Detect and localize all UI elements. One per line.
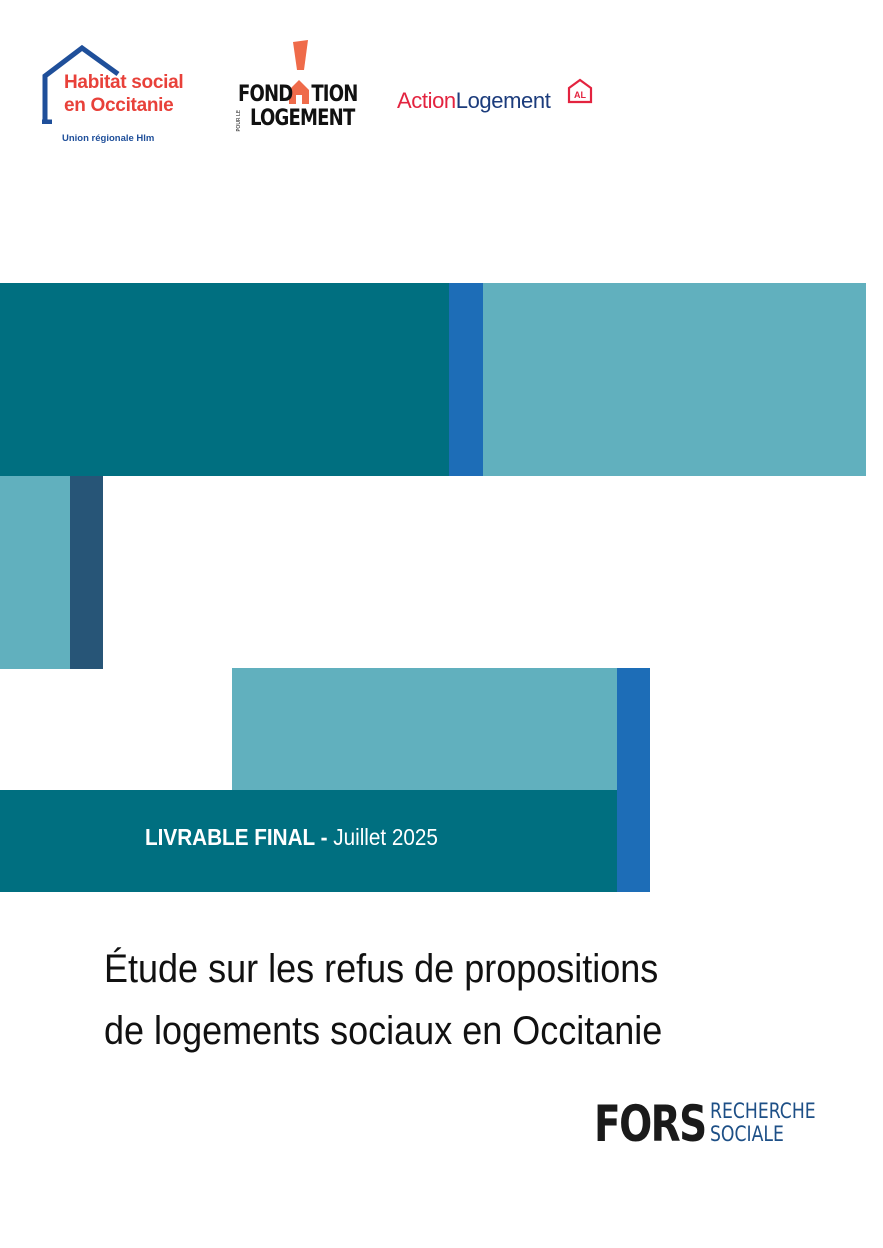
decor-block-blue-bottom bbox=[617, 668, 650, 892]
house-outline-icon bbox=[42, 44, 120, 124]
deliverable-date: Juillet 2025 bbox=[333, 824, 438, 850]
action-logement-logo: ActionLogement AL bbox=[397, 78, 597, 118]
decor-block-blue-top bbox=[449, 283, 483, 476]
logo-small-text: POUR LE bbox=[236, 110, 242, 132]
title-line-1: Étude sur les refus de propositions bbox=[104, 947, 659, 991]
deliverable-label: LIVRABLE FINAL bbox=[145, 824, 315, 850]
logo-action-text: Action bbox=[397, 88, 456, 113]
exclamation-house-icon bbox=[289, 40, 309, 104]
fors-subtitle: RECHERCHE SOCIALE bbox=[710, 1100, 816, 1146]
decor-block-teal-dark-top bbox=[0, 283, 449, 476]
deliverable-banner: LIVRABLE FINAL - Juillet 2025 bbox=[145, 824, 438, 851]
al-house-icon: AL bbox=[567, 78, 593, 104]
decor-block-teal-dark-bottom bbox=[0, 790, 617, 892]
document-title: Étude sur les refus de propositions de l… bbox=[104, 938, 734, 1062]
logo-line-1: Habitat social bbox=[64, 72, 184, 93]
logo-line-2: en Occitanie bbox=[64, 95, 174, 116]
logo-line-1: FOND TION bbox=[238, 82, 358, 107]
logo-logement-text: Logement bbox=[455, 88, 551, 113]
decor-block-teal-light-top bbox=[483, 283, 866, 476]
fors-sub-line-1: RECHERCHE bbox=[710, 1099, 816, 1123]
decor-block-teal-light-bottom bbox=[232, 668, 617, 790]
logo-line-2: LOGEMENT bbox=[250, 106, 355, 131]
habitat-social-occitanie-logo: Habitat social en Occitanie Union région… bbox=[40, 44, 215, 150]
title-line-2: de logements sociaux en Occitanie bbox=[104, 1009, 663, 1053]
deliverable-separator: - bbox=[314, 824, 334, 850]
logo-fond-text: FOND bbox=[238, 82, 293, 107]
logo-wordmark: ActionLogement bbox=[397, 88, 551, 114]
logo-tion-text: TION bbox=[311, 82, 358, 107]
decor-block-navy-left bbox=[70, 476, 103, 669]
fors-sub-line-2: SOCIALE bbox=[710, 1122, 784, 1146]
fors-recherche-sociale-logo: FORS RECHERCHE SOCIALE bbox=[594, 1098, 824, 1154]
logo-subtitle: Union régionale Hlm bbox=[62, 133, 155, 144]
al-badge-text: AL bbox=[574, 90, 586, 100]
fors-wordmark: FORS bbox=[594, 1095, 707, 1153]
decor-block-teal-light-left bbox=[0, 476, 70, 669]
fondation-logement-logo: FOND TION POUR LE LOGEMENT bbox=[236, 40, 366, 135]
